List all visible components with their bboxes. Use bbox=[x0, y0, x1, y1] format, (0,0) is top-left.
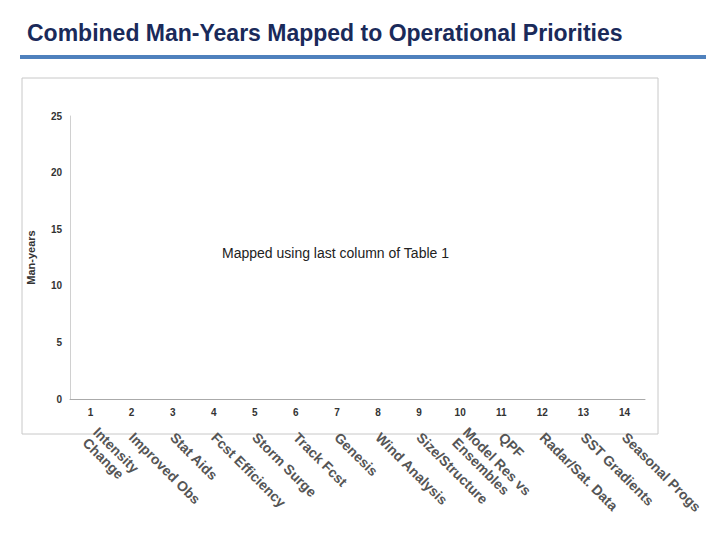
svg-text:4: 4 bbox=[211, 407, 217, 418]
svg-text:Intensity: Intensity bbox=[90, 424, 143, 476]
svg-text:10: 10 bbox=[51, 280, 63, 291]
svg-text:Mapped using last column of Ta: Mapped using last column of Table 1 bbox=[222, 245, 449, 261]
svg-text:Genesis: Genesis bbox=[331, 429, 381, 479]
svg-text:Improved Obs: Improved Obs bbox=[126, 429, 204, 507]
svg-text:11: 11 bbox=[496, 407, 507, 418]
svg-text:Storm Surge: Storm Surge bbox=[249, 429, 320, 500]
svg-text:5: 5 bbox=[56, 337, 62, 348]
svg-text:QPF: QPF bbox=[496, 429, 528, 461]
svg-text:Model Res vs: Model Res vs bbox=[459, 424, 535, 499]
svg-text:10: 10 bbox=[455, 407, 467, 418]
svg-text:6: 6 bbox=[293, 407, 299, 418]
svg-text:12: 12 bbox=[537, 407, 549, 418]
svg-text:20: 20 bbox=[51, 167, 63, 178]
svg-text:SST Gradients: SST Gradients bbox=[578, 429, 658, 509]
svg-text:Seasonal Progs: Seasonal Progs bbox=[619, 429, 705, 515]
svg-text:3: 3 bbox=[170, 407, 176, 418]
svg-text:1: 1 bbox=[88, 407, 94, 418]
svg-text:2: 2 bbox=[129, 407, 135, 418]
svg-text:Wind Analysis: Wind Analysis bbox=[372, 429, 451, 508]
svg-text:Fcst Efficiency: Fcst Efficiency bbox=[208, 429, 289, 510]
svg-text:Size/Structure: Size/Structure bbox=[413, 429, 492, 508]
svg-text:Combined Man-Years Mapped to O: Combined Man-Years Mapped to Operational… bbox=[27, 20, 623, 46]
svg-text:Track Fcst: Track Fcst bbox=[290, 429, 351, 490]
svg-text:9: 9 bbox=[416, 407, 422, 418]
svg-text:15: 15 bbox=[51, 224, 63, 235]
svg-text:25: 25 bbox=[51, 111, 63, 122]
svg-text:13: 13 bbox=[578, 407, 590, 418]
svg-text:14: 14 bbox=[619, 407, 631, 418]
svg-text:Man-years: Man-years bbox=[25, 230, 37, 284]
svg-text:Ensembles: Ensembles bbox=[449, 434, 513, 499]
svg-text:7: 7 bbox=[334, 407, 340, 418]
svg-text:5: 5 bbox=[252, 407, 258, 418]
svg-text:8: 8 bbox=[375, 407, 381, 418]
svg-text:Radar/Sat. Data: Radar/Sat. Data bbox=[537, 429, 622, 514]
svg-text:Change: Change bbox=[80, 435, 128, 483]
svg-text:Stat Aids: Stat Aids bbox=[167, 429, 221, 484]
svg-text:0: 0 bbox=[56, 394, 62, 405]
